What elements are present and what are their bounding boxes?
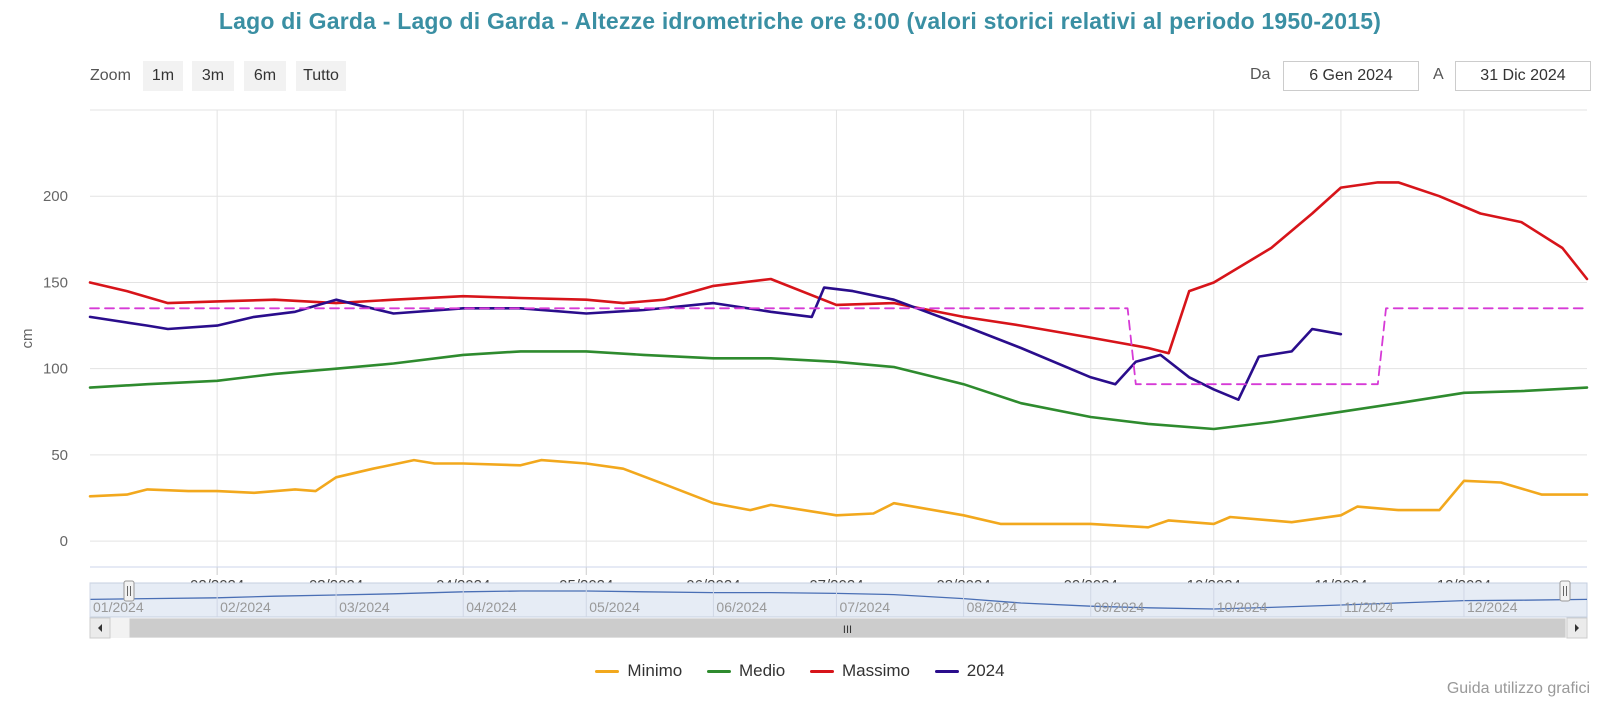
series-layer xyxy=(88,181,1589,529)
navigator-tick-label: 09/2024 xyxy=(1094,599,1145,615)
range-from-input[interactable]: 6 Gen 2024 xyxy=(1283,61,1419,91)
navigator-tick-label: 01/2024 xyxy=(93,599,144,615)
y-tick-label: 150 xyxy=(43,274,68,291)
navigator-tick-label: 08/2024 xyxy=(967,599,1018,615)
zoom-all-button[interactable]: Tutto xyxy=(296,61,346,91)
scrollbar-thumb[interactable] xyxy=(129,618,1566,638)
legend-label-minimo: Minimo xyxy=(627,661,683,680)
series-line-medio xyxy=(88,350,1589,431)
navigator-tick-label: 06/2024 xyxy=(716,599,767,615)
y-axis: 0 50 100 150 200 cm xyxy=(19,188,68,550)
zoom-6m-button[interactable]: 6m xyxy=(244,61,286,91)
arrow-left-icon xyxy=(98,624,102,632)
navigator-tick-label: 10/2024 xyxy=(1217,599,1268,615)
arrow-right-icon xyxy=(1575,624,1579,632)
navigator[interactable]: 01/2024 02/2024 03/2024 04/2024 05/2024 06/20… xyxy=(89,580,1588,639)
legend-label-medio: Medio xyxy=(738,661,786,680)
legend-swatch-minimo xyxy=(595,670,620,674)
legend-label-2024: 2024 xyxy=(966,661,1005,680)
zoom-1m-button[interactable]: 1m xyxy=(143,61,183,91)
navigator-handle-left[interactable] xyxy=(123,580,135,602)
help-link[interactable]: Guida utilizzo grafici xyxy=(1446,680,1590,697)
zoom-label: Zoom xyxy=(90,67,131,84)
series-line-reference xyxy=(89,307,1588,386)
legend: Minimo Medio Massimo 2024 xyxy=(0,661,1600,681)
zoom-3m-button[interactable]: 3m xyxy=(192,61,234,91)
navigator-tick-label: 05/2024 xyxy=(589,599,640,615)
y-tick-label: 200 xyxy=(43,188,68,205)
y-tick-label: 0 xyxy=(60,533,68,550)
y-tick-label: 50 xyxy=(51,447,68,464)
legend-label-massimo: Massimo xyxy=(842,661,911,680)
navigator-tick-label: 07/2024 xyxy=(839,599,890,615)
range-to-input[interactable]: 31 Dic 2024 xyxy=(1455,61,1591,91)
navigator-handle-right[interactable] xyxy=(1559,580,1571,602)
navigator-tick-label: 02/2024 xyxy=(220,599,271,615)
navigator-tick-label: 04/2024 xyxy=(466,599,517,615)
legend-swatch-massimo xyxy=(810,670,834,674)
legend-swatch-2024 xyxy=(934,670,959,674)
legend-item-massimo[interactable]: Massimo xyxy=(810,661,910,681)
navigator-tick-label: 03/2024 xyxy=(339,599,390,615)
range-to-label: A xyxy=(1433,66,1444,83)
series-line-2024 xyxy=(88,286,1343,401)
y-axis-label: cm xyxy=(19,329,36,349)
legend-swatch-medio xyxy=(706,670,731,674)
range-from-label: Da xyxy=(1250,66,1271,83)
grid xyxy=(90,109,1587,567)
legend-item-medio[interactable]: Medio xyxy=(706,661,786,681)
navigator-mask xyxy=(89,582,1588,618)
legend-item-minimo[interactable]: Minimo xyxy=(595,661,682,681)
series-line-minimo xyxy=(88,458,1589,529)
chart-canvas: 0 50 100 150 200 cm 02/2024 03/2024 04/2024 05/2… xyxy=(19,109,1589,639)
navigator-tick-label: 12/2024 xyxy=(1467,599,1518,615)
legend-item-2024[interactable]: 2024 xyxy=(934,661,1005,681)
chart-title: Lago di Garda - Lago di Garda - Altezze … xyxy=(218,8,1382,34)
navigator-tick-label: 11/2024 xyxy=(1344,599,1394,615)
scrollbar-grip: III xyxy=(843,624,852,636)
y-tick-label: 100 xyxy=(43,361,68,378)
series-line-massimo xyxy=(88,181,1589,355)
